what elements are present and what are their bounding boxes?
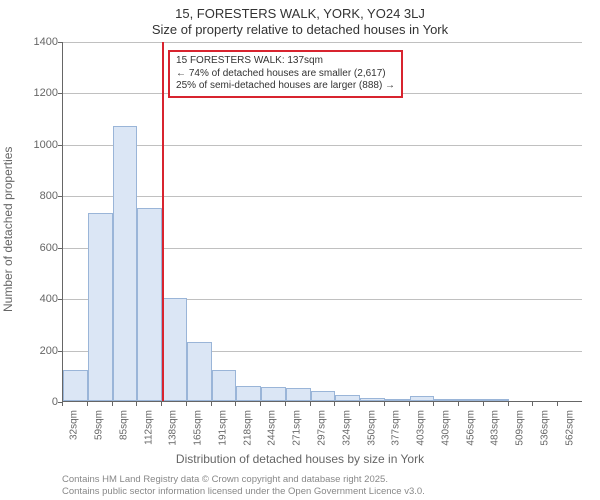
footer-line-2: Contains public sector information licen… [62, 486, 425, 497]
x-tick-label: 271sqm [292, 410, 303, 446]
callout-line-1: 15 FORESTERS WALK: 137sqm [176, 55, 395, 68]
y-tick-label: 400 [18, 293, 58, 305]
histogram-bar [434, 399, 459, 401]
x-tick-label: 165sqm [193, 410, 204, 446]
x-tick-label: 509sqm [515, 410, 526, 446]
x-tick-mark [334, 402, 335, 406]
y-tick-label: 200 [18, 345, 58, 357]
x-axis-label: Distribution of detached houses by size … [0, 452, 600, 466]
x-tick-label: 138sqm [168, 410, 179, 446]
x-tick-mark [532, 402, 533, 406]
y-tick-mark [58, 42, 62, 43]
title-line-1: 15, FORESTERS WALK, YORK, YO24 3LJ [0, 6, 600, 21]
x-tick-label: 112sqm [143, 410, 154, 445]
histogram-bar [385, 399, 410, 401]
callout-box: 15 FORESTERS WALK: 137sqm← 74% of detach… [168, 50, 403, 98]
x-tick-label: 85sqm [118, 410, 129, 440]
x-tick-mark [62, 402, 63, 406]
x-tick-label: 244sqm [267, 410, 278, 446]
chart-container: 15, FORESTERS WALK, YORK, YO24 3LJ Size … [0, 0, 600, 500]
y-tick-label: 1400 [18, 36, 58, 48]
x-tick-mark [136, 402, 137, 406]
histogram-bar [286, 388, 311, 401]
x-tick-mark [310, 402, 311, 406]
histogram-bar [459, 399, 484, 401]
y-tick-label: 1200 [18, 87, 58, 99]
x-tick-label: 377sqm [391, 410, 402, 446]
x-tick-mark [384, 402, 385, 406]
histogram-bar [335, 395, 360, 401]
x-tick-label: 483sqm [490, 410, 501, 446]
y-tick-mark [58, 196, 62, 197]
callout-line-2: ← 74% of detached houses are smaller (2,… [176, 68, 395, 81]
histogram-bar [187, 342, 212, 401]
histogram-bar [162, 298, 187, 401]
histogram-bar [212, 370, 237, 401]
callout-line-3: 25% of semi-detached houses are larger (… [176, 80, 395, 93]
y-tick-mark [58, 145, 62, 146]
x-tick-mark [508, 402, 509, 406]
plot-area: 15 FORESTERS WALK: 137sqm← 74% of detach… [62, 42, 582, 402]
y-tick-label: 1000 [18, 139, 58, 151]
x-tick-mark [260, 402, 261, 406]
property-marker-line [162, 42, 164, 401]
y-tick-label: 800 [18, 190, 58, 202]
x-tick-mark [87, 402, 88, 406]
y-tick-label: 0 [18, 396, 58, 408]
x-tick-mark [235, 402, 236, 406]
y-tick-mark [58, 248, 62, 249]
y-tick-label: 600 [18, 242, 58, 254]
x-tick-label: 562sqm [564, 410, 575, 446]
y-tick-mark [58, 351, 62, 352]
x-tick-mark [161, 402, 162, 406]
x-tick-mark [211, 402, 212, 406]
histogram-bar [410, 396, 435, 401]
x-tick-label: 403sqm [416, 410, 427, 446]
x-tick-mark [483, 402, 484, 406]
x-tick-label: 456sqm [465, 410, 476, 446]
y-axis-label: Number of detached properties [1, 147, 15, 312]
x-tick-label: 297sqm [317, 410, 328, 446]
x-tick-label: 350sqm [366, 410, 377, 446]
gridline [63, 196, 582, 197]
x-tick-label: 324sqm [341, 410, 352, 446]
x-tick-mark [458, 402, 459, 406]
x-tick-mark [433, 402, 434, 406]
histogram-bar [113, 126, 138, 401]
histogram-bar [63, 370, 88, 401]
histogram-bar [484, 399, 509, 401]
histogram-bar [311, 391, 336, 401]
x-tick-label: 191sqm [217, 410, 228, 446]
histogram-bar [261, 387, 286, 401]
x-tick-label: 59sqm [94, 410, 105, 440]
x-tick-mark [112, 402, 113, 406]
histogram-bar [88, 213, 113, 401]
y-tick-mark [58, 93, 62, 94]
gridline [63, 42, 582, 43]
x-tick-label: 32sqm [69, 410, 80, 440]
x-tick-mark [359, 402, 360, 406]
histogram-bar [360, 398, 385, 401]
footer-line-1: Contains HM Land Registry data © Crown c… [62, 474, 388, 485]
y-tick-mark [58, 299, 62, 300]
gridline [63, 145, 582, 146]
x-tick-mark [557, 402, 558, 406]
x-tick-mark [409, 402, 410, 406]
x-tick-mark [186, 402, 187, 406]
x-tick-label: 218sqm [242, 410, 253, 446]
x-tick-label: 536sqm [539, 410, 550, 446]
x-tick-label: 430sqm [440, 410, 451, 446]
x-tick-mark [285, 402, 286, 406]
histogram-bar [236, 386, 261, 401]
title-line-2: Size of property relative to detached ho… [0, 22, 600, 37]
histogram-bar [137, 208, 162, 401]
